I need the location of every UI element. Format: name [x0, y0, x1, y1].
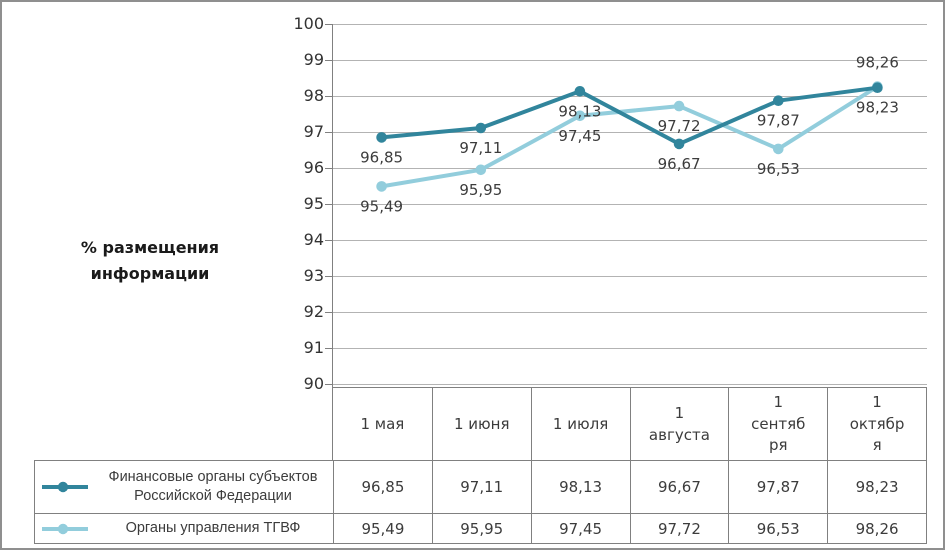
- data-point-marker: [673, 138, 685, 150]
- y-axis-tick-mark: [325, 132, 332, 133]
- gridline: [333, 168, 927, 169]
- data-point-marker: [773, 143, 784, 155]
- y-axis-tick-mark: [325, 96, 332, 97]
- data-point-marker: [574, 86, 586, 97]
- y-axis-tick-label: 92: [303, 302, 324, 321]
- y-axis-tick-mark: [325, 204, 332, 205]
- y-axis-title: % размещения информации: [80, 238, 220, 283]
- data-point-label: 98,23: [856, 99, 899, 117]
- legend-item-finance-bodies: Финансовые органы субъектов Российской Ф…: [35, 461, 333, 513]
- gridline: [333, 312, 927, 313]
- data-point-label: 97,72: [658, 117, 701, 135]
- gridline: [333, 276, 927, 277]
- gridline: [333, 24, 927, 25]
- y-axis-tick-label: 94: [303, 230, 324, 249]
- gridline: [333, 384, 927, 385]
- table-cell: 95,49: [333, 513, 432, 543]
- table-cell: 98,26: [827, 513, 926, 543]
- table-body: Финансовые органы субъектов Российской Ф…: [34, 460, 927, 544]
- legend-label: Финансовые органы субъектов Российской Ф…: [108, 469, 318, 504]
- table-cell: 95,95: [431, 513, 531, 543]
- data-point-label: 95,49: [360, 197, 403, 215]
- table-cell: 98,23: [827, 461, 926, 513]
- gridline: [333, 96, 927, 97]
- y-axis-tick-mark: [325, 348, 332, 349]
- y-axis-line: [332, 24, 333, 387]
- y-axis-tick-mark: [325, 24, 332, 25]
- y-axis-tick-mark: [325, 276, 332, 277]
- table-header-cell: 1 июня: [431, 388, 531, 461]
- series-line-1: [379, 84, 880, 189]
- y-axis-tick-label: 90: [303, 374, 324, 393]
- data-point-marker: [574, 110, 586, 122]
- data-point-marker: [376, 132, 387, 143]
- gridline: [333, 348, 927, 349]
- table-cell: 97,87: [728, 461, 827, 513]
- data-point-label: 98,13: [558, 102, 601, 120]
- y-axis-tick-label: 100: [293, 14, 324, 33]
- data-point-marker: [673, 100, 685, 112]
- table-header-row: 1 мая 1 июня 1 июля 1 августа 1 сентября…: [332, 387, 927, 461]
- gridline: [333, 240, 927, 241]
- data-point-label: 97,87: [757, 112, 800, 130]
- y-axis-tick-mark: [325, 60, 332, 61]
- data-point-marker: [376, 181, 387, 192]
- data-point-label: 96,85: [360, 148, 403, 166]
- y-axis-tick-label: 98: [303, 86, 324, 105]
- data-point-label: 97,45: [558, 127, 601, 145]
- table-header-cell: 1 мая: [360, 414, 405, 433]
- y-axis-tick-label: 96: [303, 158, 324, 177]
- gridline: [333, 60, 927, 61]
- table-cell: 97,72: [629, 513, 729, 543]
- data-point-marker: [773, 95, 784, 106]
- table-cell: 97,11: [431, 461, 531, 513]
- y-axis-tick-label: 99: [303, 50, 324, 69]
- legend-item-tgvf-bodies: Органы управления ТГВФ: [35, 513, 333, 543]
- y-axis-tick-label: 95: [303, 194, 324, 213]
- y-axis-tick-mark: [325, 384, 332, 385]
- y-axis-tick-label: 93: [303, 266, 324, 285]
- plot-area: 96,85 97,11 98,13 96,67 97,87 98,23 95,49 95,95…: [360, 54, 899, 216]
- y-axis-tick-mark: [325, 240, 332, 241]
- legend-label: Органы управления ТГВФ: [125, 520, 301, 537]
- y-axis-tick-mark: [325, 312, 332, 313]
- table-cell: 98,13: [530, 461, 630, 513]
- data-point-marker: [475, 164, 487, 176]
- table-header-cell: 1 октября: [827, 388, 926, 461]
- y-axis-tick-label: 97: [303, 122, 324, 141]
- table-cell: 97,45: [530, 513, 630, 543]
- y-axis-tick-mark: [325, 168, 332, 169]
- data-point-label: 97,11: [459, 139, 502, 157]
- gridline: [333, 204, 927, 205]
- table-cell: 96,53: [728, 513, 828, 543]
- data-point-marker: [475, 122, 487, 134]
- data-point-label: 98,26: [856, 54, 899, 72]
- gridline: [333, 132, 927, 133]
- y-axis-tick-label: 91: [303, 338, 324, 357]
- table-cell: 96,67: [629, 461, 729, 513]
- table-header-cell: 1 августа: [629, 388, 729, 461]
- table-header-cell: 1 июля: [530, 388, 630, 461]
- data-point-label: 96,67: [658, 155, 701, 173]
- table-cell: 96,85: [333, 461, 432, 513]
- data-point-marker: [872, 82, 883, 93]
- series-line-0: [379, 85, 880, 146]
- series1-legend-marker-icon: [42, 481, 88, 493]
- data-point-label: 96,53: [757, 160, 800, 178]
- data-point-label: 95,95: [459, 181, 502, 199]
- table-header-cell: 1 сентября: [728, 388, 827, 461]
- series2-legend-marker-icon: [42, 523, 88, 534]
